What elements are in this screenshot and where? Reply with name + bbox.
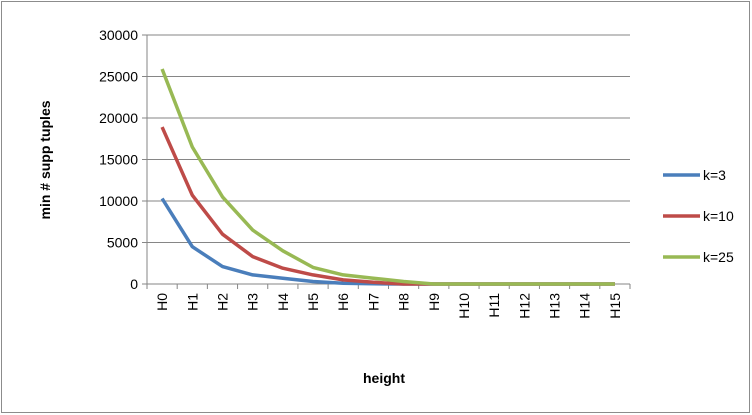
y-axis-title: min # supp tuples [37, 100, 53, 219]
y-tick-label: 5000 [107, 235, 138, 251]
x-tick-label: H13 [547, 293, 563, 319]
x-axis-title: height [363, 370, 405, 386]
x-tick-label: H12 [516, 293, 532, 319]
x-tick-label: H9 [426, 293, 442, 311]
y-tick-label: 10000 [99, 193, 138, 209]
y-tick-label: 20000 [99, 110, 138, 126]
y-tick-labels: 0 5000 10000 15000 20000 25000 30000 [99, 27, 138, 292]
x-tick-label: H15 [607, 293, 623, 319]
x-tick-label: H3 [245, 293, 261, 311]
gridlines [147, 34, 630, 243]
y-tick-label: 0 [130, 276, 138, 292]
x-tick-label: H1 [184, 293, 200, 311]
y-tick-label: 30000 [99, 27, 138, 43]
x-tick-label: H8 [396, 293, 412, 311]
x-tick-label: H0 [154, 293, 170, 311]
x-tick-label: H7 [365, 293, 381, 311]
x-tick-label: H10 [456, 293, 472, 319]
x-tick-labels: H0 H1 H2 H3 H4 H5 H6 H7 H8 H9 H10 H11 H12 H13 H14 H15 [154, 293, 623, 319]
series-lines [160, 68, 615, 286]
legend-label: k=25 [703, 249, 734, 265]
axes [142, 34, 631, 289]
legend: k=3 k=10 k=25 [663, 167, 734, 265]
series-line [160, 68, 615, 286]
x-tick-label: H5 [305, 293, 321, 311]
y-tick-label: 15000 [99, 152, 138, 168]
legend-label: k=3 [703, 167, 726, 183]
x-tick-label: H6 [335, 293, 351, 311]
x-tick-label: H14 [577, 293, 593, 319]
x-tick-label: H2 [214, 293, 230, 311]
x-tick-label: H11 [486, 293, 502, 318]
legend-label: k=10 [703, 208, 734, 224]
y-tick-label: 25000 [99, 69, 138, 85]
x-tick-label: H4 [275, 293, 291, 311]
